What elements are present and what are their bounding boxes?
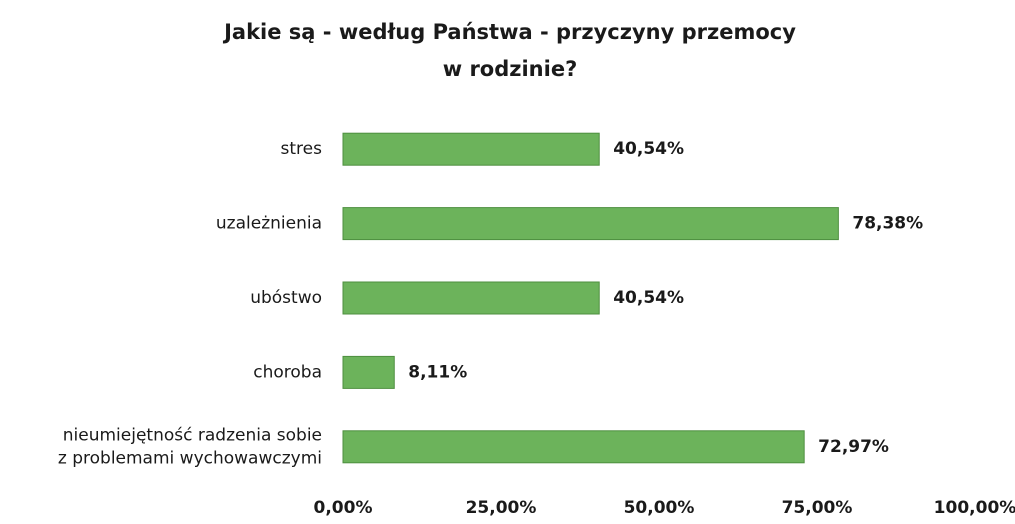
chart-title: Jakie są - według Państwa - przyczyny pr… [222, 20, 796, 44]
x-tick-label: 75,00% [782, 498, 853, 518]
category-label: choroba [253, 362, 322, 382]
value-label: 8,11% [408, 362, 467, 382]
value-label: 72,97% [818, 437, 889, 457]
chart-title: w rodzinie? [443, 57, 578, 81]
bar [342, 207, 839, 241]
category-label: uzależnienia [216, 214, 322, 234]
value-label: 40,54% [613, 139, 684, 159]
category-label: nieumiejętność radzenia sobie z problemam… [58, 425, 322, 468]
x-tick-label: 0,00% [314, 498, 373, 518]
x-tick-label: 25,00% [466, 498, 537, 518]
category-label: stres [281, 139, 323, 159]
bar [342, 281, 600, 315]
value-label: 78,38% [852, 214, 923, 234]
category-label: ubóstwo [250, 288, 322, 308]
value-label: 40,54% [613, 288, 684, 308]
x-tick-label: 100,00% [934, 498, 1015, 518]
x-tick-label: 50,00% [624, 498, 695, 518]
bar [342, 430, 805, 464]
bar [342, 132, 600, 166]
bar [342, 355, 395, 389]
